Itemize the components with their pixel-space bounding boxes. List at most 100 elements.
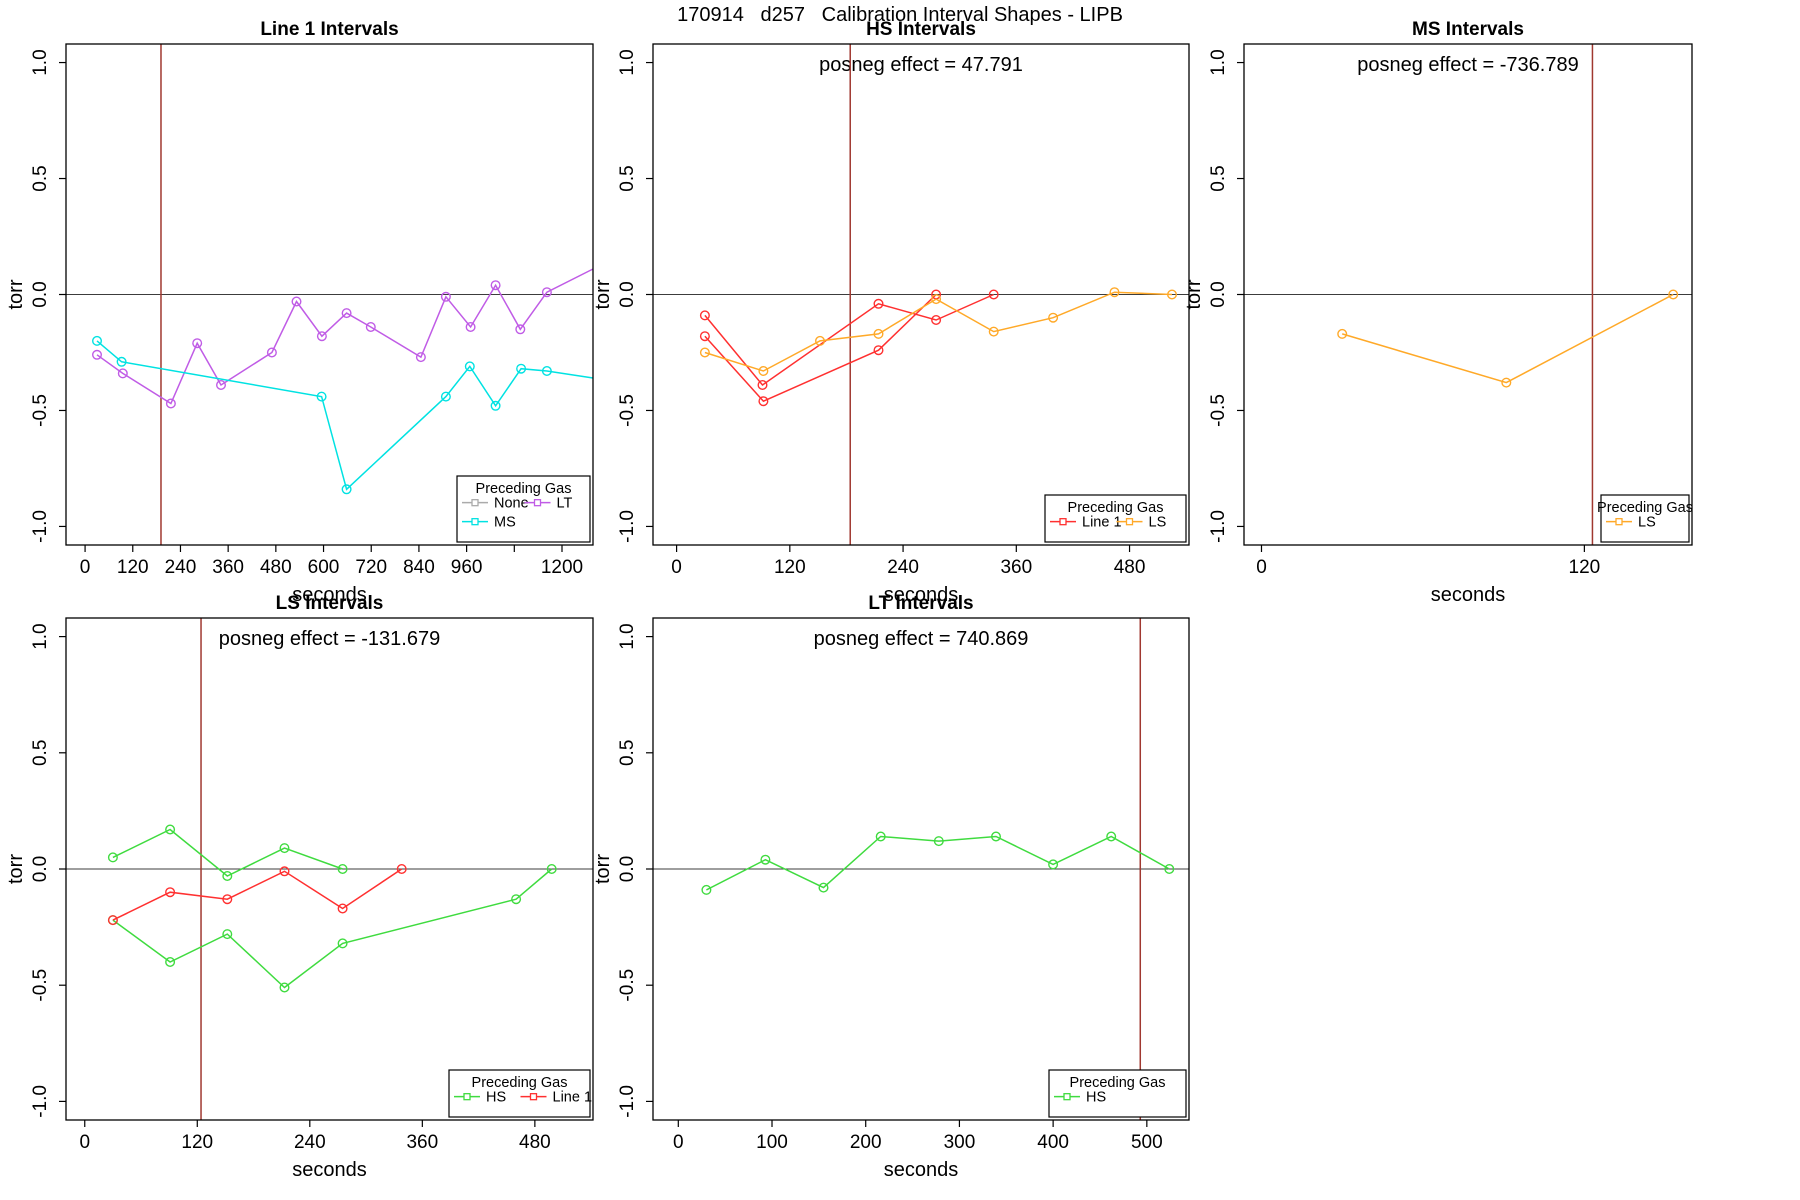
data-point [1166, 289, 1177, 300]
data-point [699, 310, 710, 321]
series-ms-1 [91, 335, 594, 495]
data-point [316, 391, 327, 402]
y-axis: 1.0 0.5 0.0 -0.5 -1.0 torr [1183, 49, 1244, 543]
series-line [704, 291, 1173, 372]
data-point [815, 335, 826, 346]
data-point [107, 852, 118, 863]
data-point [701, 884, 712, 895]
legend-item-label: HS [1086, 1090, 1106, 1106]
x-axis-label: seconds [1431, 584, 1506, 606]
y-axis: 1.0 0.5 0.0 -0.5 -1.0 torr [5, 623, 66, 1118]
data-point [341, 308, 352, 319]
x-tick-label: 960 [451, 557, 483, 578]
data-point [440, 391, 451, 402]
x-tick-label: 600 [308, 557, 340, 578]
y-tick-label: 1.0 [30, 49, 51, 75]
legend-point-sample [533, 499, 542, 507]
data-point [541, 287, 552, 298]
legend-title: Preceding Gas [1070, 1075, 1166, 1091]
data-point [91, 349, 102, 360]
y-axis-label: torr [5, 854, 27, 884]
data-point [490, 400, 501, 411]
data-point [760, 854, 771, 865]
x-axis: 0 100 200 300 400 500 seconds [673, 1120, 1163, 1181]
x-tick-label: 0 [80, 557, 91, 578]
x-tick-label: 400 [1037, 1132, 1069, 1153]
x-tick-label: 360 [212, 557, 244, 578]
panel-title: LT Intervals [868, 593, 973, 614]
posneg-effect-text: posneg effect = -131.679 [219, 628, 440, 650]
data-point [699, 331, 710, 342]
data-point [758, 366, 769, 377]
data-point [699, 347, 710, 358]
legend-point-sample [471, 518, 479, 526]
legend-point-sample [1063, 1093, 1071, 1101]
y-tick-label: -1.0 [30, 510, 51, 543]
x-tick-label: 720 [355, 557, 387, 578]
x-tick-label: 0 [671, 557, 682, 578]
data-point [279, 982, 290, 993]
data-point [988, 326, 999, 337]
data-point [515, 324, 526, 335]
data-point [931, 294, 942, 305]
panel-title: Line 1 Intervals [260, 19, 398, 40]
legend-box [1600, 494, 1690, 543]
data-point [1668, 289, 1679, 300]
y-axis: 1.0 0.5 0.0 -0.5 -1.0 torr [5, 49, 66, 543]
y-tick-label: 1.0 [617, 623, 638, 649]
legend-item-label: LS [1638, 515, 1656, 531]
series-line [1341, 293, 1674, 384]
x-tick-label: 300 [944, 1132, 976, 1153]
data-point [117, 368, 128, 379]
data-point [337, 903, 348, 914]
series-line [96, 340, 594, 491]
series-line [96, 268, 594, 405]
data-point [1048, 859, 1059, 870]
x-axis: 0 120 seconds [1256, 545, 1600, 606]
data-point [222, 871, 233, 882]
y-tick-label: -1.0 [30, 1085, 51, 1118]
legend-point-sample [1059, 518, 1067, 526]
y-tick-label: 1.0 [617, 49, 638, 75]
data-point [365, 322, 376, 333]
y-tick-label: -0.5 [30, 969, 51, 1002]
data-point [316, 331, 327, 342]
y-tick-label: -1.0 [1208, 510, 1229, 543]
legend-box [448, 1069, 591, 1118]
legend-item-label: Line 1 [1082, 515, 1122, 531]
data-point [541, 366, 552, 377]
data-point [988, 289, 999, 300]
data-point [116, 356, 127, 367]
y-tick-label: 1.0 [30, 623, 51, 649]
series-hs-0 [107, 824, 348, 882]
series-line [112, 868, 403, 921]
plot-border [65, 43, 594, 546]
legend-item-label: LT [557, 496, 573, 512]
legend-point-sample [471, 499, 479, 507]
data-point [1109, 287, 1120, 298]
data-point [192, 338, 203, 349]
x-tick-label: 500 [1131, 1132, 1163, 1153]
series-line [704, 293, 937, 403]
series-line1-0 [699, 289, 999, 391]
data-point [873, 298, 884, 309]
legend-item-label: MS [494, 515, 516, 531]
data-point [279, 843, 290, 854]
y-tick-label: -0.5 [617, 969, 638, 1002]
x-axis-label: seconds [292, 584, 367, 606]
y-tick-label: 0.5 [617, 740, 638, 766]
data-point [465, 322, 476, 333]
data-point [873, 328, 884, 339]
x-tick-label: 100 [756, 1132, 788, 1153]
data-point [511, 894, 522, 905]
series-ls-0 [1337, 289, 1679, 388]
legend-point-sample [529, 1093, 538, 1101]
data-point [873, 345, 884, 356]
legend-box [1048, 1069, 1187, 1118]
x-tick-label: 120 [1569, 557, 1601, 578]
panel-title: HS Intervals [866, 19, 976, 40]
panel-hs-intervals: HS Intervals posneg effect = 47.791 0 120 24… [592, 19, 1190, 606]
data-point [215, 380, 226, 391]
data-point [91, 335, 102, 346]
